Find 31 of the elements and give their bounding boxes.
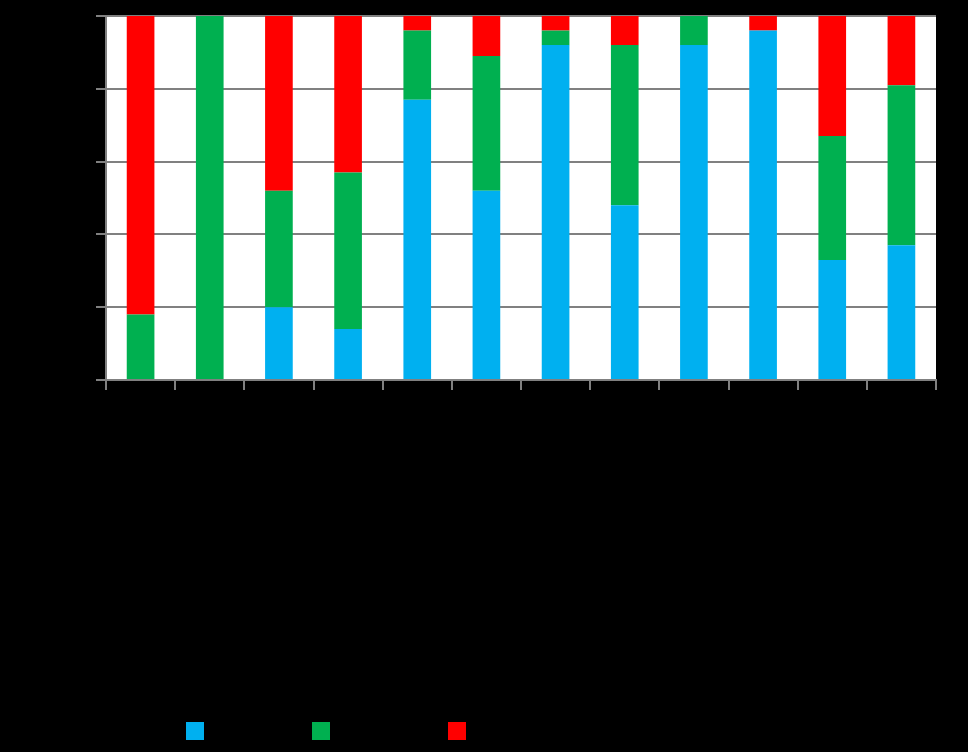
bar — [887, 16, 916, 86]
bar — [541, 16, 570, 31]
bar — [472, 16, 501, 57]
bar — [334, 172, 362, 330]
bar — [195, 16, 224, 379]
bar — [887, 245, 916, 379]
bar — [472, 56, 501, 191]
bar — [749, 30, 777, 379]
bar — [334, 16, 362, 173]
bar — [126, 16, 155, 315]
bar — [265, 16, 293, 191]
bar — [541, 45, 570, 379]
bar — [403, 30, 432, 100]
bar — [887, 85, 916, 246]
bar — [403, 99, 432, 379]
bar — [749, 16, 777, 31]
bar — [403, 16, 432, 31]
bar — [818, 259, 847, 379]
bar — [541, 30, 570, 46]
bar — [265, 307, 293, 379]
bar — [818, 16, 847, 137]
bar — [334, 329, 362, 379]
bar — [126, 314, 155, 379]
bar — [818, 136, 847, 260]
bar — [472, 190, 501, 379]
bar — [610, 205, 639, 379]
bar — [610, 45, 639, 206]
bar — [680, 45, 708, 379]
bar — [610, 16, 639, 46]
bar — [680, 16, 708, 46]
bar — [265, 190, 293, 308]
